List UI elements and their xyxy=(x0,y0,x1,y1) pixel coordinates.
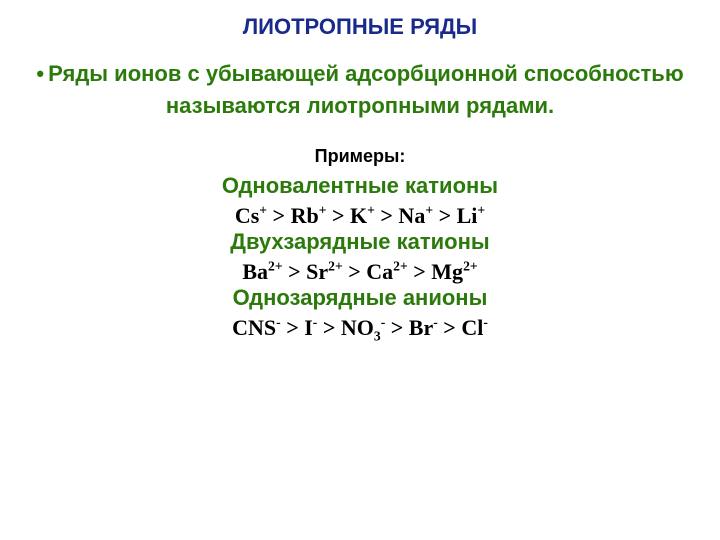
section-0: Одновалентные катионы Cs+ > Rb+ > K+ > N… xyxy=(20,173,700,229)
section-1: Двухзарядные катионы Ba2+ > Sr2+ > Ca2+ … xyxy=(20,229,700,285)
bullet-icon: • xyxy=(36,58,44,90)
examples-label: Примеры: xyxy=(20,146,700,167)
section-2-heading: Однозарядные анионы xyxy=(20,285,700,311)
slide: ЛИОТРОПНЫЕ РЯДЫ • Ряды ионов с убывающей… xyxy=(0,0,720,540)
section-2-series: CNS- > I- > NO3- > Br- > Cl- xyxy=(20,315,700,341)
slide-title: ЛИОТРОПНЫЕ РЯДЫ xyxy=(20,14,700,40)
section-1-series: Ba2+ > Sr2+ > Ca2+ > Mg2+ xyxy=(20,259,700,285)
section-1-heading: Двухзарядные катионы xyxy=(20,229,700,255)
definition-text-2: называются лиотропными рядами. xyxy=(20,90,700,122)
definition-line-1: • Ряды ионов с убывающей адсорбционной с… xyxy=(20,58,700,90)
definition-paragraph: • Ряды ионов с убывающей адсорбционной с… xyxy=(20,58,700,122)
section-0-heading: Одновалентные катионы xyxy=(20,173,700,199)
section-0-series: Cs+ > Rb+ > K+ > Na+ > Li+ xyxy=(20,203,700,229)
definition-text-1: Ряды ионов с убывающей адсорбционной спо… xyxy=(48,58,684,90)
section-2: Однозарядные анионы CNS- > I- > NO3- > B… xyxy=(20,285,700,341)
